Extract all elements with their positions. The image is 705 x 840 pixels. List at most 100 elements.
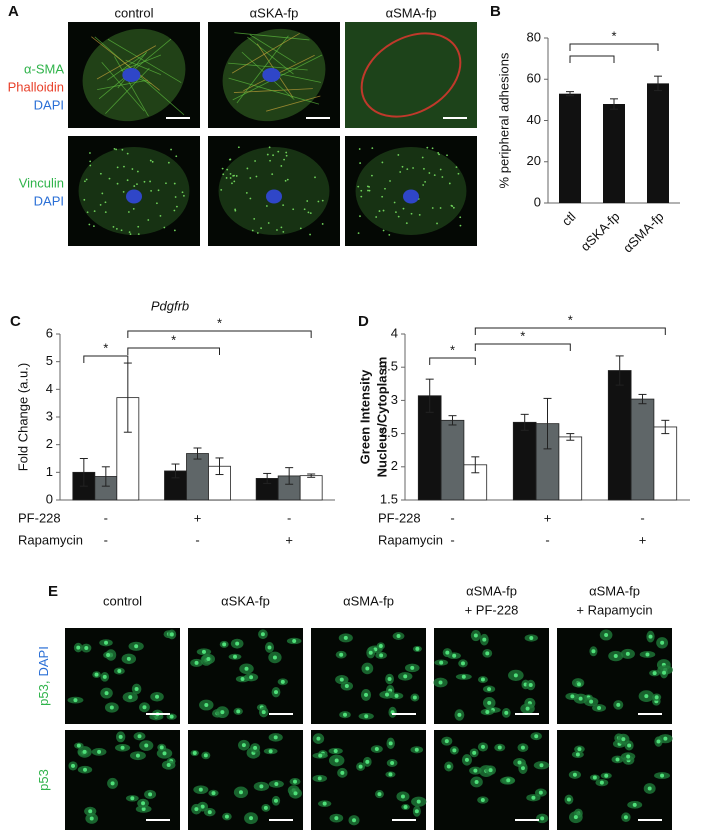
nucleus — [385, 692, 390, 697]
nucleus — [192, 751, 197, 756]
nucleus — [525, 706, 530, 711]
nucleus — [656, 739, 661, 744]
nucleus — [452, 748, 457, 753]
significance-mark: * — [103, 340, 108, 355]
condition-label: Rapamycin — [18, 532, 83, 547]
bar — [607, 370, 632, 501]
bar — [647, 83, 669, 203]
error-bar — [448, 415, 457, 426]
adhesion — [127, 211, 130, 213]
panel-label: A — [8, 3, 19, 20]
adhesion — [388, 233, 391, 236]
nucleus — [280, 679, 285, 684]
nucleus — [438, 680, 443, 685]
nucleus — [110, 781, 115, 786]
fiber — [101, 62, 145, 112]
nucleus — [334, 816, 339, 821]
bar — [512, 421, 537, 501]
adhesion — [381, 195, 384, 198]
column-header: control — [103, 593, 142, 608]
nucleus — [577, 682, 582, 687]
significance-bracket — [127, 347, 220, 355]
condition-label: PF-228 — [18, 510, 61, 525]
nucleus — [137, 734, 142, 739]
error-bar — [566, 91, 574, 97]
nucleus — [378, 643, 383, 648]
condition-value: + — [639, 532, 647, 547]
adhesion — [321, 199, 324, 202]
nucleus — [534, 734, 539, 739]
adhesion — [183, 194, 185, 197]
condition-value: - — [640, 510, 644, 525]
nucleus — [194, 660, 199, 665]
adhesion — [85, 178, 88, 181]
adhesion — [360, 195, 363, 198]
nucleus — [648, 634, 653, 639]
row-label: p53 — [36, 769, 51, 791]
row-label: DAPI — [34, 97, 64, 112]
significance-bracket — [474, 327, 666, 335]
nucleus — [660, 773, 665, 778]
nucleus — [599, 780, 604, 785]
adhesion — [277, 150, 280, 153]
adhesion — [437, 151, 440, 154]
adhesion — [133, 185, 136, 187]
nucleus — [273, 690, 278, 695]
adhesion — [93, 225, 95, 228]
nucleus — [663, 736, 668, 741]
condition-value: - — [104, 510, 108, 525]
nucleus — [261, 710, 266, 715]
adhesion — [285, 151, 288, 154]
micrograph — [557, 628, 673, 724]
adhesion — [276, 229, 278, 231]
significance-bracket — [83, 355, 129, 363]
nucleus — [344, 684, 349, 689]
adhesion — [280, 226, 283, 229]
adhesion — [459, 216, 462, 219]
nucleus — [597, 705, 602, 710]
y-tick-label: 0 — [46, 491, 53, 506]
nucleus — [206, 656, 211, 661]
nucleus — [222, 642, 227, 647]
adhesion — [446, 154, 448, 157]
adhesion — [131, 168, 134, 170]
adhesion — [395, 211, 397, 214]
nucleus — [267, 645, 272, 650]
nucleus — [155, 694, 160, 699]
adhesion — [149, 159, 152, 162]
nucleus — [414, 747, 419, 752]
adhesion — [132, 207, 135, 210]
condition-value: - — [450, 532, 454, 547]
error-bar — [101, 466, 110, 487]
significance-bracket — [474, 343, 571, 351]
nucleus — [128, 695, 133, 700]
nucleus — [538, 790, 543, 795]
micrograph — [68, 136, 200, 246]
nucleus — [415, 646, 420, 651]
nucleus — [388, 772, 393, 777]
row-label: p53, DAPI — [36, 646, 51, 706]
adhesion — [99, 203, 102, 206]
nucleus — [104, 640, 109, 645]
adhesion — [234, 208, 237, 211]
adhesion — [268, 146, 271, 149]
nucleus — [488, 768, 493, 773]
nucleus — [249, 675, 254, 680]
nucleus — [211, 791, 216, 796]
adhesion — [101, 192, 104, 195]
significance-mark: * — [217, 315, 222, 330]
column-header: αSKA-fp — [221, 593, 270, 608]
nucleus — [412, 695, 417, 700]
error-bar — [171, 463, 180, 479]
adhesion — [173, 229, 176, 232]
adhesion — [229, 177, 232, 179]
adhesion — [222, 173, 225, 176]
fiber — [247, 36, 294, 75]
fiber — [105, 67, 150, 114]
adhesion — [450, 204, 453, 207]
adhesion — [422, 184, 425, 186]
error-bar — [638, 393, 647, 405]
nucleus — [365, 759, 370, 764]
significance-bracket — [127, 330, 312, 338]
nucleus — [89, 816, 94, 821]
